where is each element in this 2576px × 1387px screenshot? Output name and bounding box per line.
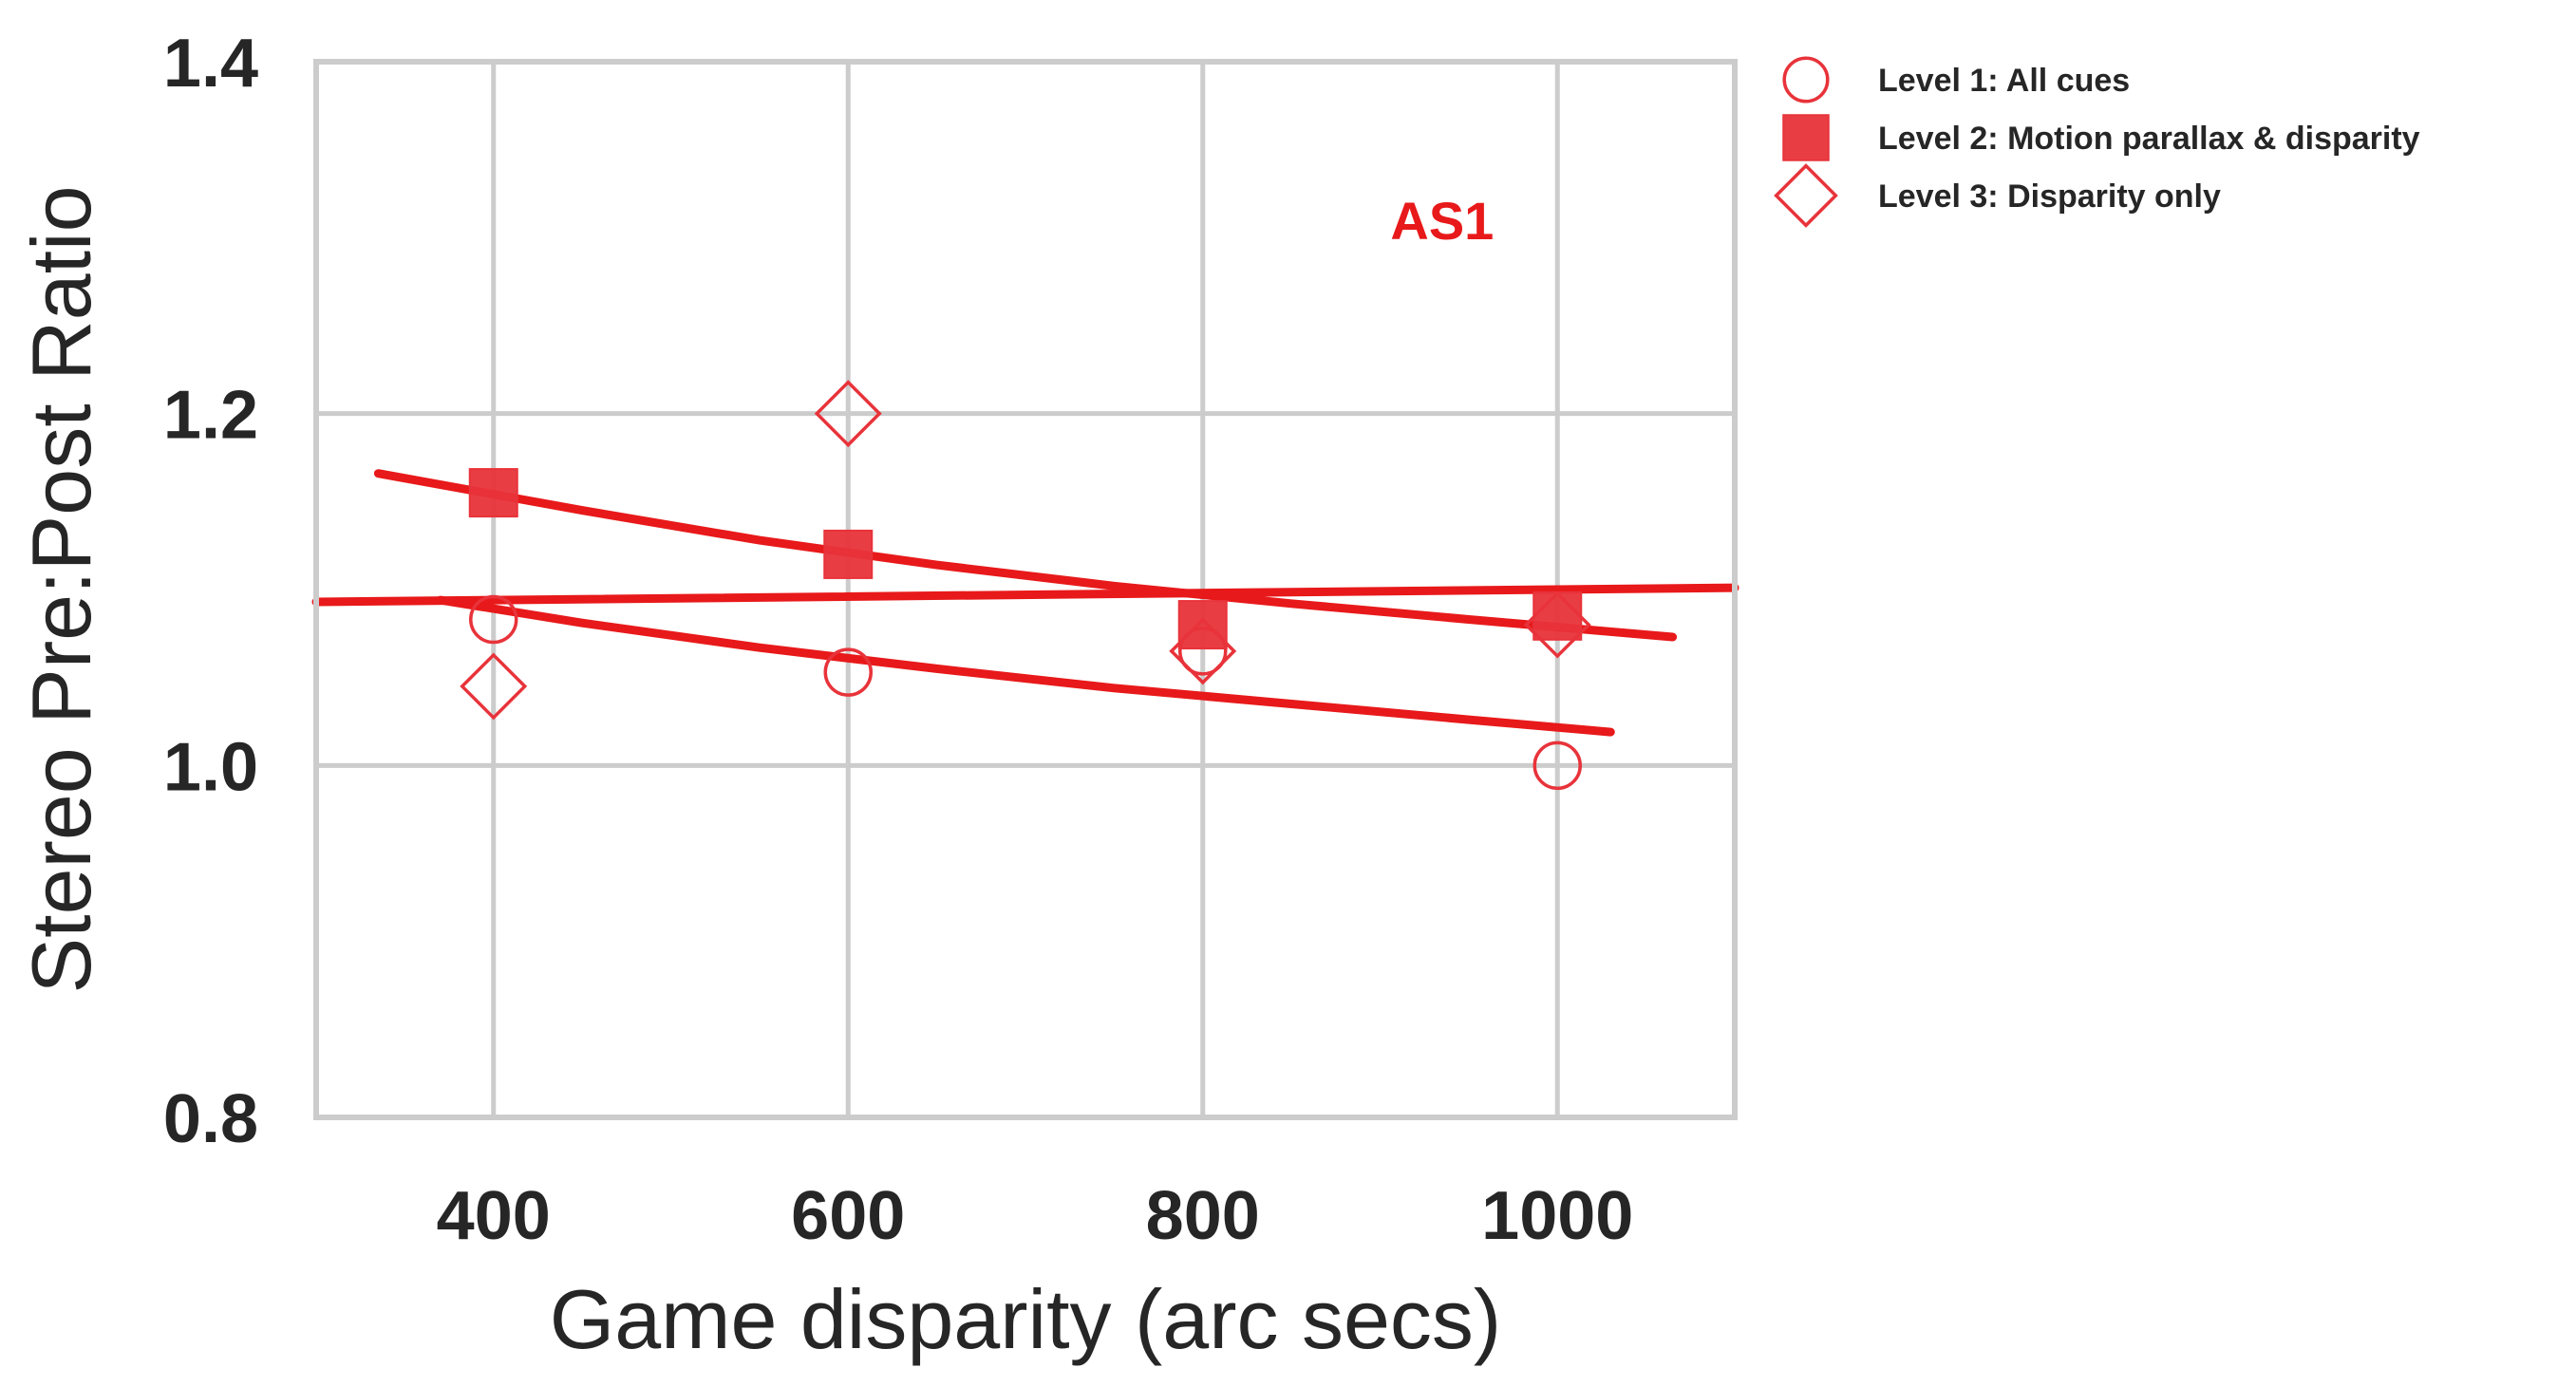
data-point [823, 647, 873, 697]
y-tick-labels: 0.8 1.0 1.2 1.4 [163, 26, 258, 1157]
legend-item: Level 1: All cues [1782, 56, 2130, 103]
plot-frame [313, 59, 1738, 1120]
legend: Level 1: All cues Level 2: Motion paralla… [1774, 56, 2420, 228]
data-point [1177, 600, 1228, 650]
legend-item: Level 3: Disparity only [1774, 163, 2221, 228]
legend-item: Level 2: Motion parallax & disparity [1782, 114, 2420, 161]
data-point [1532, 590, 1583, 641]
legend-marker [1782, 56, 1830, 103]
y-tick-label: 1.2 [163, 378, 258, 454]
data-point [469, 594, 518, 645]
y-tick-label: 1.0 [163, 729, 258, 805]
data-point [1169, 617, 1237, 685]
x-tick-label: 800 [1146, 1178, 1260, 1254]
legend-marker [1782, 114, 1830, 161]
fit-line [311, 583, 1739, 607]
x-tick-label: 400 [437, 1178, 551, 1254]
annotation-as1: AS1 [1390, 191, 1494, 251]
data-point [460, 652, 528, 721]
legend-marker [1774, 163, 1838, 228]
x-tick-label: 600 [791, 1178, 905, 1254]
legend-label: Level 1: All cues [1878, 63, 2130, 99]
fit-line [373, 469, 1678, 642]
legend-label: Level 3: Disparity only [1878, 178, 2221, 215]
data-point [823, 529, 874, 579]
x-tick-labels: 400 600 800 1000 [437, 1178, 1634, 1254]
data-point [1523, 590, 1591, 659]
x-tick-label: 1000 [1481, 1178, 1633, 1254]
fit-lines [311, 469, 1739, 737]
data-point [1532, 740, 1582, 791]
data-point [468, 468, 518, 518]
y-tick-label: 1.4 [163, 26, 258, 102]
y-tick-label: 0.8 [163, 1081, 258, 1157]
x-axis-label: Game disparity (arc secs) [550, 1272, 1501, 1366]
y-axis-label: Stereo Pre:Post Ratio [14, 185, 108, 993]
data-point [814, 380, 882, 448]
legend-label: Level 2: Motion parallax & disparity [1878, 121, 2420, 157]
fit-line [436, 595, 1615, 737]
data-points [460, 380, 1591, 791]
